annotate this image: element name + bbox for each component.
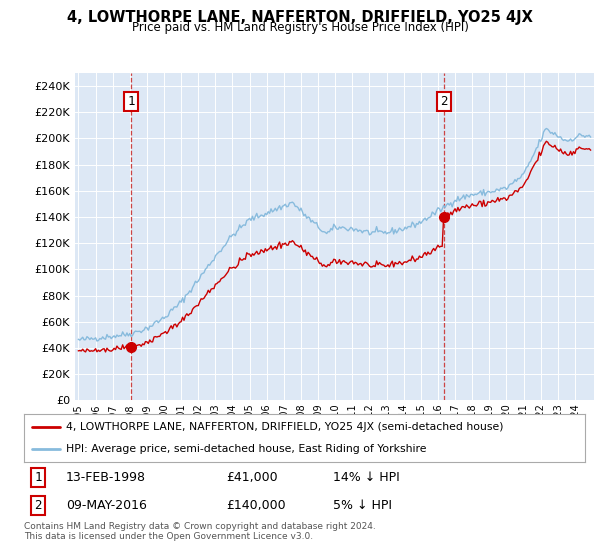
Text: 4, LOWTHORPE LANE, NAFFERTON, DRIFFIELD, YO25 4JX (semi-detached house): 4, LOWTHORPE LANE, NAFFERTON, DRIFFIELD,… — [66, 422, 503, 432]
Text: £140,000: £140,000 — [226, 499, 286, 512]
Text: 13-FEB-1998: 13-FEB-1998 — [66, 471, 146, 484]
Text: 5% ↓ HPI: 5% ↓ HPI — [332, 499, 392, 512]
Text: 4, LOWTHORPE LANE, NAFFERTON, DRIFFIELD, YO25 4JX: 4, LOWTHORPE LANE, NAFFERTON, DRIFFIELD,… — [67, 10, 533, 25]
Text: 1: 1 — [34, 471, 42, 484]
Text: £41,000: £41,000 — [226, 471, 278, 484]
Text: Price paid vs. HM Land Registry's House Price Index (HPI): Price paid vs. HM Land Registry's House … — [131, 21, 469, 34]
Text: 1: 1 — [127, 95, 135, 108]
Text: Contains HM Land Registry data © Crown copyright and database right 2024.
This d: Contains HM Land Registry data © Crown c… — [24, 522, 376, 542]
Text: HPI: Average price, semi-detached house, East Riding of Yorkshire: HPI: Average price, semi-detached house,… — [66, 444, 427, 454]
Text: 09-MAY-2016: 09-MAY-2016 — [66, 499, 147, 512]
Text: 2: 2 — [34, 499, 42, 512]
Text: 14% ↓ HPI: 14% ↓ HPI — [332, 471, 400, 484]
Text: 2: 2 — [440, 95, 448, 108]
